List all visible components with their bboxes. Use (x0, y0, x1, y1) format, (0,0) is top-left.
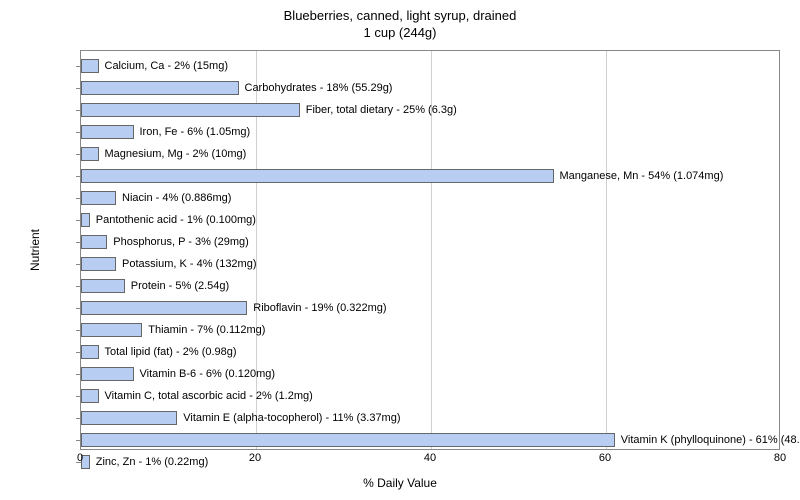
bar-label: Carbohydrates - 18% (55.29g) (245, 81, 393, 95)
y-tick-mark (76, 264, 81, 265)
bar (81, 279, 125, 293)
nutrient-chart: Blueberries, canned, light syrup, draine… (0, 0, 800, 500)
x-tick-label: 80 (774, 452, 786, 464)
y-tick-mark (76, 374, 81, 375)
bar-label: Manganese, Mn - 54% (1.074mg) (560, 169, 724, 183)
y-tick-mark (76, 220, 81, 221)
y-tick-mark (76, 176, 81, 177)
chart-title-line2: 1 cup (244g) (364, 25, 437, 40)
chart-title-line1: Blueberries, canned, light syrup, draine… (284, 8, 517, 23)
bar (81, 191, 116, 205)
y-tick-mark (76, 286, 81, 287)
y-tick-mark (76, 352, 81, 353)
bar-label: Potassium, K - 4% (132mg) (122, 257, 257, 271)
y-axis-label: Nutrient (28, 229, 42, 271)
y-tick-mark (76, 88, 81, 89)
bar-label: Riboflavin - 19% (0.322mg) (253, 301, 386, 315)
x-tick-label: 40 (424, 452, 436, 464)
y-tick-mark (76, 418, 81, 419)
bar (81, 59, 99, 73)
bar (81, 367, 134, 381)
y-tick-mark (76, 330, 81, 331)
chart-title: Blueberries, canned, light syrup, draine… (0, 8, 800, 42)
bar (81, 389, 99, 403)
bar (81, 345, 99, 359)
y-tick-mark (76, 132, 81, 133)
bar-label: Thiamin - 7% (0.112mg) (148, 323, 265, 337)
bar-label: Vitamin C, total ascorbic acid - 2% (1.2… (105, 389, 313, 403)
bar-label: Vitamin B-6 - 6% (0.120mg) (140, 367, 276, 381)
gridline (606, 51, 607, 449)
bar-label: Niacin - 4% (0.886mg) (122, 191, 231, 205)
bar (81, 411, 177, 425)
bar (81, 169, 554, 183)
x-tick-label: 0 (77, 452, 83, 464)
x-tick-label: 20 (249, 452, 261, 464)
bar-label: Pantothenic acid - 1% (0.100mg) (96, 213, 256, 227)
bar-label: Magnesium, Mg - 2% (10mg) (105, 147, 247, 161)
bar (81, 103, 300, 117)
x-tick-label: 60 (599, 452, 611, 464)
bar (81, 213, 90, 227)
bar-label: Vitamin K (phylloquinone) - 61% (48.6mcg… (621, 433, 800, 447)
y-tick-mark (76, 154, 81, 155)
bar-label: Calcium, Ca - 2% (15mg) (105, 59, 228, 73)
bar (81, 147, 99, 161)
bar (81, 81, 239, 95)
bar (81, 433, 615, 447)
x-axis-label: % Daily Value (0, 476, 800, 490)
y-tick-mark (76, 242, 81, 243)
bar (81, 301, 247, 315)
bar-label: Total lipid (fat) - 2% (0.98g) (105, 345, 237, 359)
bar (81, 323, 142, 337)
plot-area: Calcium, Ca - 2% (15mg) Carbohydrates - 1… (80, 50, 780, 450)
y-tick-mark (76, 198, 81, 199)
bar-label: Zinc, Zn - 1% (0.22mg) (96, 455, 208, 469)
bar-label: Fiber, total dietary - 25% (6.3g) (306, 103, 457, 117)
bar (81, 235, 107, 249)
bar-label: Phosphorus, P - 3% (29mg) (113, 235, 249, 249)
y-tick-mark (76, 440, 81, 441)
y-tick-mark (76, 308, 81, 309)
bar (81, 257, 116, 271)
y-tick-mark (76, 396, 81, 397)
bar-label: Vitamin E (alpha-tocopherol) - 11% (3.37… (183, 411, 400, 425)
y-tick-mark (76, 110, 81, 111)
bar (81, 125, 134, 139)
bar-label: Iron, Fe - 6% (1.05mg) (140, 125, 251, 139)
y-tick-mark (76, 66, 81, 67)
bar-label: Protein - 5% (2.54g) (131, 279, 229, 293)
